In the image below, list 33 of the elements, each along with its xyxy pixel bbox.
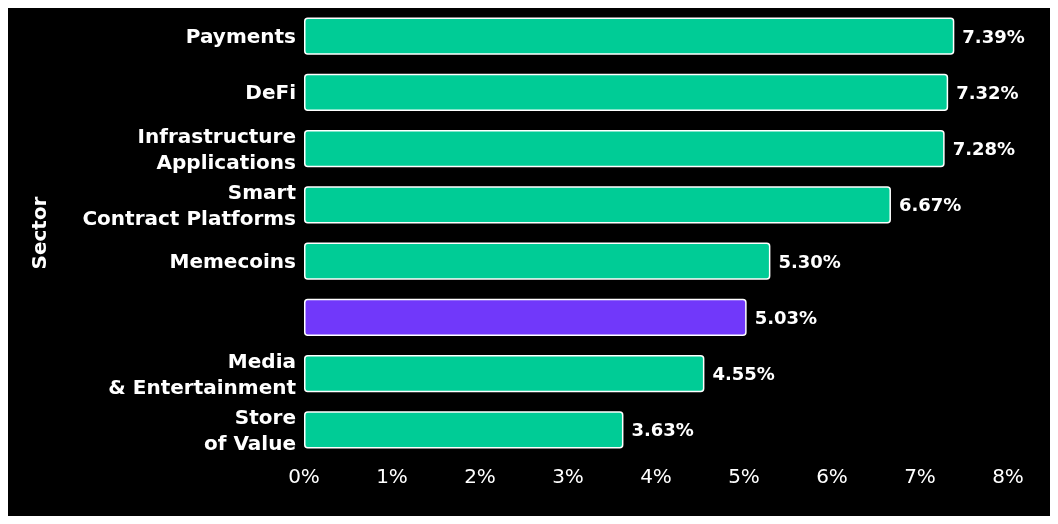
x-tick-label: 3% (552, 464, 584, 488)
y-tick-label: Memecoins (169, 249, 296, 274)
y-tick-label: Store of Value (204, 404, 296, 455)
x-tick-label: 6% (816, 464, 848, 488)
data-label: 6.67% (898, 194, 962, 216)
data-label: 7.28% (952, 138, 1016, 160)
bar (304, 186, 891, 224)
y-tick-label: DeFi (245, 80, 296, 105)
data-label: 3.63% (631, 419, 694, 441)
x-tick-label: 7% (904, 464, 936, 488)
y-tick-label: Media & Entertainment (108, 348, 297, 399)
bar (304, 17, 955, 55)
x-tick-label: 2% (464, 464, 496, 488)
y-tick-label: Payments (185, 24, 296, 49)
data-label: 5.30% (778, 250, 841, 272)
y-tick-label: Smart Contract Platforms (82, 179, 297, 230)
bar (304, 242, 771, 280)
x-tick-label: 5% (728, 464, 760, 488)
data-label: 7.39% (962, 25, 1025, 47)
x-tick-label: 1% (376, 464, 408, 488)
bar (304, 298, 747, 336)
bar (304, 355, 705, 393)
x-tick-label: 4% (640, 464, 672, 488)
data-label: 7.32% (956, 81, 1019, 103)
y-tick-label: Infrastructure Applications (137, 123, 296, 174)
x-tick-label: 8% (992, 464, 1024, 488)
bar (304, 73, 949, 111)
y-axis-title: Sector (27, 196, 51, 270)
data-label: 4.55% (712, 363, 775, 385)
bar (304, 411, 624, 449)
bar (304, 130, 945, 168)
data-label: 5.03% (754, 306, 818, 328)
x-tick-label: 0% (288, 464, 320, 488)
